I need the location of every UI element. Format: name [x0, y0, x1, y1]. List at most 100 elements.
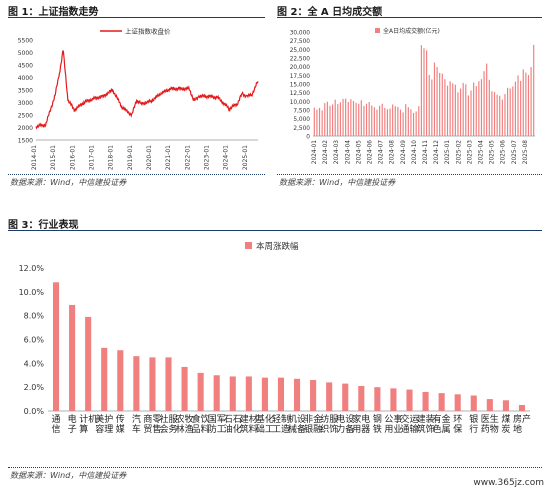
- bar: [310, 380, 317, 411]
- bar: [399, 109, 402, 136]
- fig1-top-rule: [8, 17, 265, 18]
- category-label: 制造: [281, 413, 290, 435]
- category-label: 牧渔: [185, 413, 194, 435]
- y-tick-label: 1500: [18, 138, 33, 145]
- legend-label: 全A日均成交额(亿元): [383, 27, 440, 35]
- bar: [504, 94, 506, 136]
- category-label: 商贸: [143, 413, 152, 435]
- x-tick-label: 2025-07: [512, 140, 518, 165]
- category-label: 建筑: [240, 413, 249, 435]
- category-label: 事业: [393, 413, 402, 435]
- bar: [475, 86, 477, 136]
- x-tick-label: 2024-09: [401, 140, 407, 165]
- category-label: 服饰: [329, 414, 338, 435]
- y-tick-label: 10,000: [290, 100, 311, 106]
- category-label: 纺织: [320, 413, 329, 435]
- bar: [517, 75, 519, 136]
- x-tick-label: 2021-01: [165, 145, 172, 170]
- bar: [486, 63, 488, 136]
- bar: [337, 104, 339, 136]
- bar: [480, 79, 483, 136]
- y-tick-label: 6.0%: [24, 336, 45, 345]
- y-tick-label: 0.0%: [24, 407, 45, 416]
- bar: [465, 84, 467, 136]
- bar: [520, 80, 522, 136]
- bar: [509, 88, 511, 136]
- category-label: 房地: [513, 413, 522, 435]
- bar: [522, 69, 524, 136]
- y-tick-label: 4000: [18, 75, 33, 82]
- x-tick-label: 2024-03: [334, 140, 340, 165]
- bar: [321, 110, 323, 136]
- fig3-title: 图 3：行业表现: [8, 220, 79, 231]
- bar: [69, 304, 76, 411]
- y-tick-label: 2.0%: [24, 383, 45, 392]
- bar: [407, 107, 409, 136]
- bar: [371, 105, 373, 136]
- bar: [149, 357, 156, 412]
- bar: [406, 389, 413, 411]
- y-tick-label: 27,500: [290, 39, 311, 45]
- bar: [478, 81, 480, 136]
- category-label: 环保: [453, 414, 462, 435]
- x-tick-label: 2025-04: [479, 140, 485, 165]
- y-tick-label: 0: [306, 135, 310, 141]
- x-tick-label: 2024-05: [356, 140, 362, 165]
- bar: [441, 73, 443, 136]
- bar: [358, 103, 360, 136]
- category-label: 石油: [224, 415, 233, 435]
- category-label: 交通: [400, 413, 409, 435]
- category-label: 服务: [168, 414, 177, 435]
- bar: [374, 387, 381, 411]
- legend-swatch: [245, 242, 252, 249]
- bar: [334, 99, 336, 136]
- category-label: 饮料: [201, 413, 210, 435]
- bar: [410, 109, 412, 136]
- bar: [499, 95, 501, 136]
- category-label: 电器: [361, 413, 370, 435]
- fig2-top-rule: [277, 17, 542, 18]
- category-label: 机械: [288, 413, 297, 435]
- bar: [358, 385, 365, 411]
- bar: [394, 106, 396, 136]
- y-tick-label: 4.0%: [24, 359, 45, 368]
- y-tick-label: 5,000: [293, 117, 310, 123]
- bar: [326, 382, 333, 411]
- bar: [462, 82, 464, 136]
- bar: [245, 376, 252, 411]
- category-label: 轻工: [272, 413, 281, 435]
- bar: [345, 98, 347, 136]
- bar: [261, 377, 268, 411]
- y-tick-label: 15,000: [290, 83, 311, 89]
- category-label: 运输: [409, 414, 418, 435]
- y-tick-label: 7,500: [293, 109, 310, 115]
- bar: [133, 356, 140, 411]
- bar: [197, 372, 204, 411]
- fig1-bottom-rule: [8, 174, 265, 175]
- bar: [373, 107, 375, 136]
- bar: [386, 109, 389, 136]
- bar: [355, 102, 357, 136]
- bar: [379, 105, 381, 136]
- bar: [360, 100, 362, 136]
- bar: [433, 62, 436, 137]
- x-tick-label: 2024-04: [345, 140, 351, 165]
- bar: [459, 88, 462, 136]
- category-label: 社会: [159, 413, 168, 435]
- bar: [85, 316, 92, 411]
- bar: [418, 106, 420, 136]
- bar: [439, 72, 441, 136]
- fig2-source: 数据来源：Wind，中信建投证券: [279, 178, 396, 187]
- category-label: 军工: [217, 414, 226, 435]
- bar: [165, 357, 172, 412]
- bar: [329, 105, 331, 136]
- category-label: 护理: [104, 413, 113, 435]
- series-line-shanghai-index: [35, 50, 259, 130]
- category-label: 设备: [297, 414, 306, 435]
- bar: [457, 92, 459, 136]
- category-label: 化工: [265, 413, 274, 435]
- bar: [449, 81, 451, 136]
- x-tick-label: 2025-05: [490, 140, 496, 165]
- bar: [438, 393, 445, 412]
- y-tick-label: 20,000: [290, 65, 311, 71]
